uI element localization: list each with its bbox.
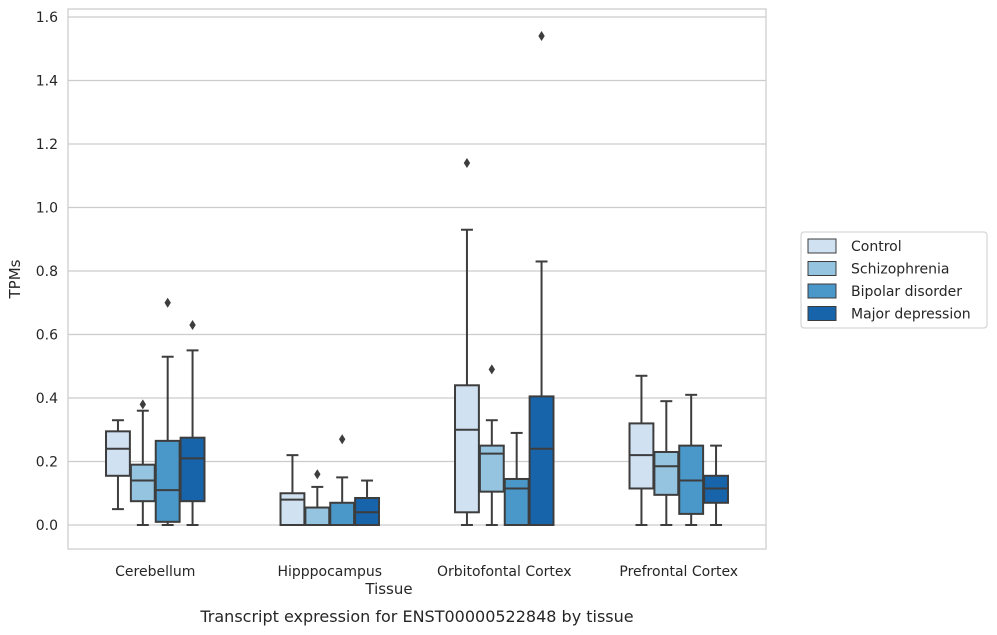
x-tick-label: Cerebellum [115,564,195,580]
x-tick-label: Orbitofontal Cortex [437,564,572,580]
legend-swatch [807,306,837,321]
box-schizophrenia [129,399,156,526]
box-major-depression [354,479,380,527]
box-bipolar-disorder [329,434,356,526]
box-iqr [478,444,505,493]
outlier-point [488,364,496,375]
legend-swatch [807,261,837,276]
y-tick-label: 1.4 [36,74,58,90]
box-control [279,454,306,526]
legend-swatch [807,238,837,254]
box-major-depression [528,31,555,526]
box-iqr [304,506,331,527]
box-iqr [503,477,530,526]
outlier-point [338,434,346,445]
legend-label: Control [851,239,902,255]
y-tick-label: 0.0 [36,518,58,534]
box-groups [105,31,729,527]
legend-frame [800,231,988,329]
box-schizophrenia [478,364,505,526]
legend-label: Bipolar disorder [851,284,962,300]
y-tick-label: 1.6 [36,10,58,26]
legend-swatch [807,283,837,299]
outlier-point [314,469,321,480]
box-iqr [129,463,156,503]
outlier-point [463,158,471,169]
y-axis-title: TPMs [6,259,24,299]
chart-caption: Transcript expression for ENST0000052284… [199,607,633,626]
box-bipolar-disorder [678,393,705,526]
y-tick-label: 0.2 [36,455,58,471]
box-iqr [154,439,181,523]
y-tick-label: 1.0 [36,201,58,217]
outlier-point [538,31,545,42]
box-iqr [105,430,131,477]
box-schizophrenia [653,400,680,526]
box-bipolar-disorder [503,431,530,526]
x-tick-label: Prefrontal Cortex [619,564,738,580]
outlier-point [164,297,171,308]
outlier-point [139,399,147,410]
box-iqr [329,501,356,526]
box-iqr [653,450,680,496]
outlier-point [189,319,196,330]
x-axis-title: Tissue [364,580,412,598]
y-tick-label: 0.8 [36,264,58,280]
y-tick-label: 0.6 [36,328,58,344]
box-control [105,419,131,511]
y-tick-label: 1.2 [36,137,58,153]
legend: Control Schizophrenia Bipolar disorder Majo… [800,231,988,329]
box-control [454,158,480,526]
box-iqr [528,395,555,526]
box-iqr [454,384,480,514]
box-iqr [279,492,306,526]
y-tick-label: 0.4 [36,391,58,407]
box-iqr [179,436,206,503]
box-major-depression [179,319,206,526]
legend-label: Major depression [851,307,971,323]
legend-label: Schizophrenia [851,262,949,278]
box-major-depression [703,444,729,526]
x-tick-label: Hipppocampus [277,564,382,580]
y-tick-labels: 0.0 0.2 0.4 0.6 0.8 1.0 1.2 1.4 1.6 [36,10,58,534]
x-tick-labels: Cerebellum Hipppocampus Orbitofontal Corte… [115,564,738,580]
